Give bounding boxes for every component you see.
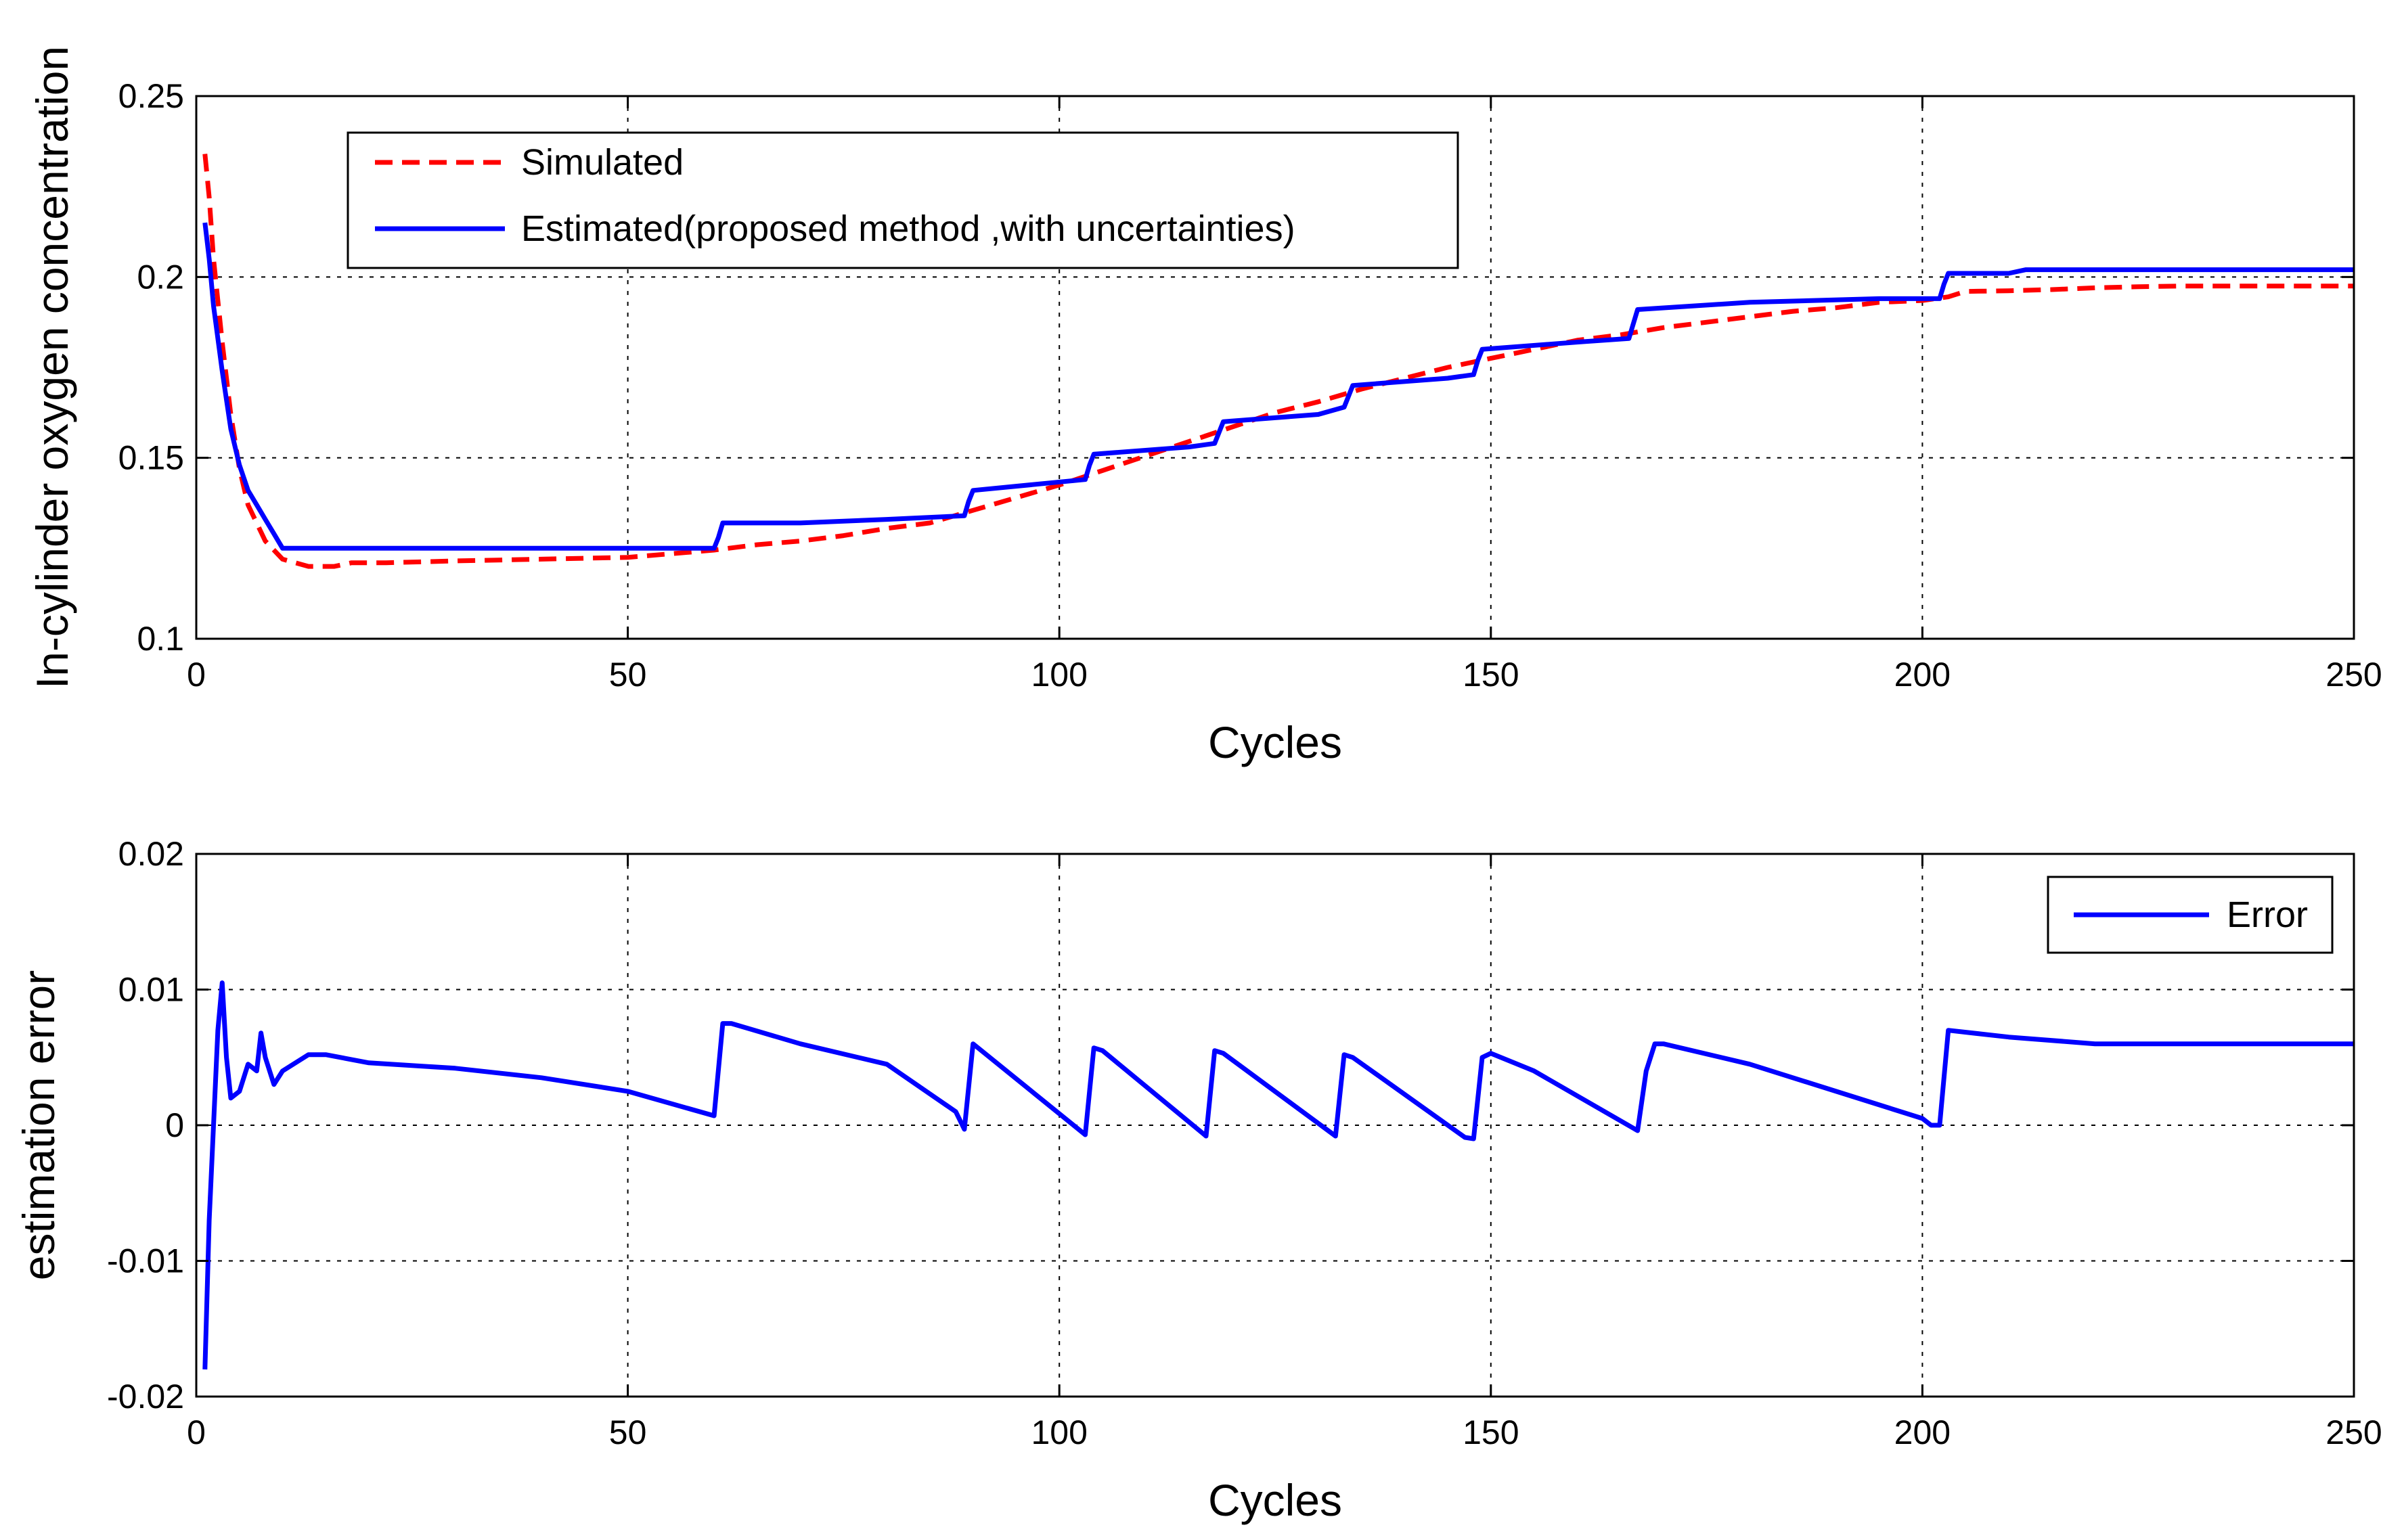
bottom-xtick-label: 50 — [609, 1413, 647, 1451]
bottom-chart: 0 50 100 150 200 250 -0.02 -0.01 0 0.01 0.02 Cycle… — [14, 835, 2382, 1525]
bottom-series-error-line — [202, 980, 2354, 1369]
top-ytick-label: 0.25 — [118, 77, 184, 115]
top-xtick-label: 150 — [1463, 656, 1519, 694]
bottom-xtick-label: 0 — [187, 1413, 206, 1451]
bottom-xtick-label: 250 — [2325, 1413, 2382, 1451]
bottom-ticks: 0 50 100 150 200 250 -0.02 -0.01 0 0.01 0.02 — [107, 835, 2382, 1451]
top-xtick-label: 50 — [609, 656, 647, 694]
bottom-ytick-label: 0 — [165, 1106, 184, 1144]
legend-label-simulated: Simulated — [521, 142, 684, 183]
top-ylabel: In-cylinder oxygen concentration — [27, 46, 77, 689]
bottom-ytick-label: 0.02 — [118, 835, 184, 873]
top-xlabel: Cycles — [1208, 717, 1342, 767]
bottom-series-group — [202, 980, 2354, 1369]
bottom-xlabel: Cycles — [1208, 1475, 1342, 1525]
top-series-estimated-line — [202, 222, 2354, 551]
top-ticks: 0 50 100 150 200 250 0.1 0.15 0.2 0.25 — [118, 77, 2382, 694]
top-xtick-label: 250 — [2325, 656, 2382, 694]
top-ytick-label: 0.2 — [137, 258, 184, 296]
bottom-grid — [196, 854, 2354, 1397]
top-axes-frame — [195, 95, 2355, 640]
bottom-legend: Error — [2047, 876, 2334, 954]
top-ytick-label: 0.1 — [137, 620, 184, 658]
top-xtick-label: 200 — [1894, 656, 1951, 694]
top-chart: 0 50 100 150 200 250 0.1 0.15 0.2 0.25 Cycles In-… — [27, 46, 2382, 767]
bottom-ylabel: estimation error — [14, 970, 64, 1281]
top-xtick-label: 100 — [1031, 656, 1087, 694]
top-legend-box — [347, 131, 1459, 269]
top-series-group — [202, 154, 2354, 569]
top-legend: Simulated Estimated(proposed method ,wit… — [347, 131, 1459, 269]
bottom-ytick-label: -0.01 — [107, 1242, 184, 1280]
bottom-xtick-label: 200 — [1894, 1413, 1951, 1451]
bottom-ytick-label: -0.02 — [107, 1378, 184, 1416]
top-ytick-label: 0.15 — [118, 439, 184, 477]
legend-label-error: Error — [2227, 894, 2308, 935]
top-xtick-label: 0 — [187, 656, 206, 694]
bottom-ytick-label: 0.01 — [118, 971, 184, 1009]
bottom-xtick-label: 100 — [1031, 1413, 1087, 1451]
legend-label-estimated: Estimated(proposed method ,with uncertai… — [521, 208, 1295, 249]
bottom-xtick-label: 150 — [1463, 1413, 1519, 1451]
